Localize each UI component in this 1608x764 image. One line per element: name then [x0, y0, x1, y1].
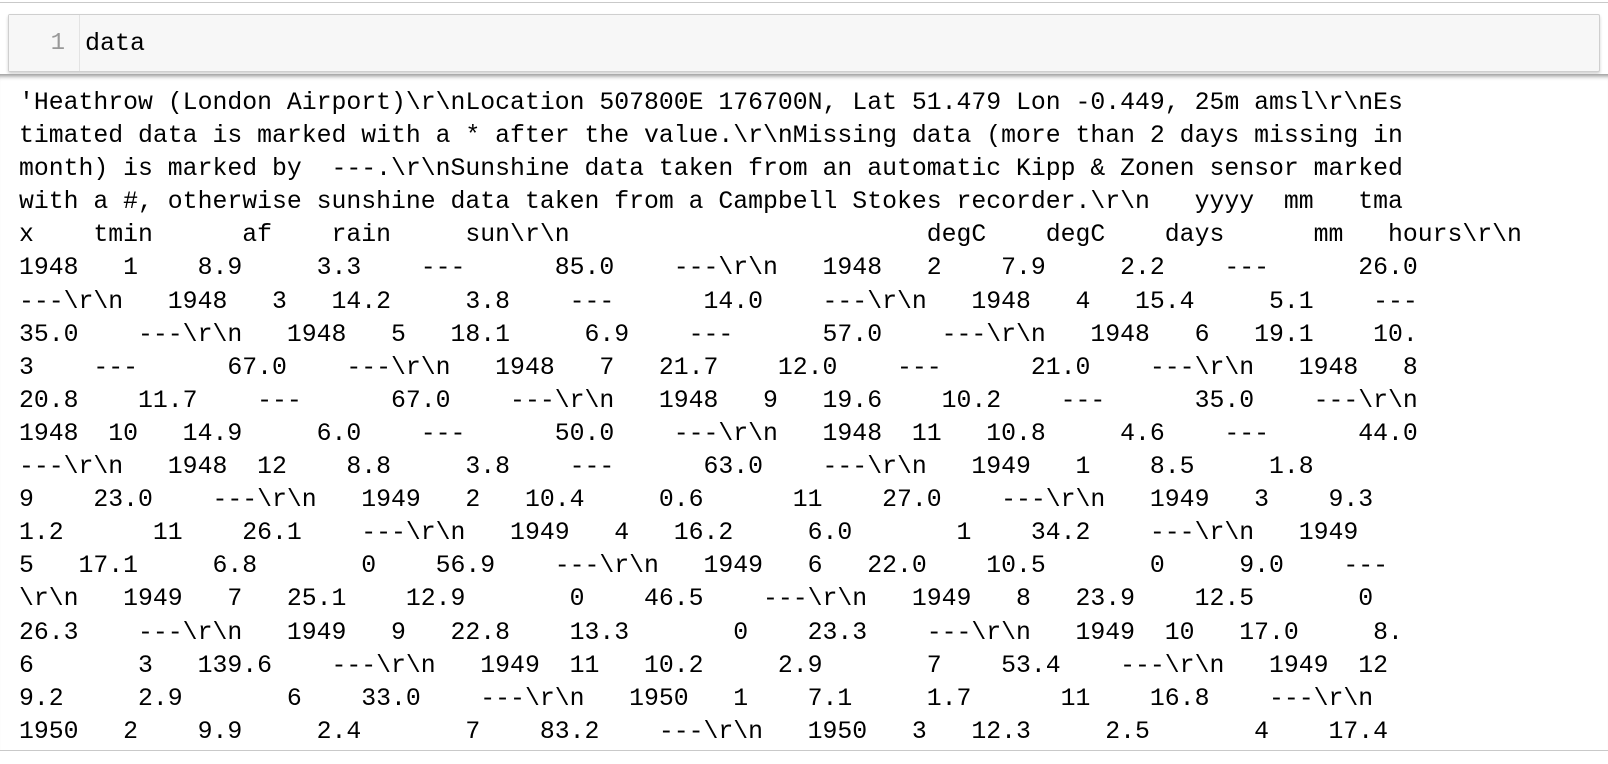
output-line: with a #, otherwise sunshine data taken … — [19, 188, 1403, 217]
output-line: 1948 10 14.9 6.0 --- 50.0 ---\r\n 1948 1… — [19, 419, 1418, 448]
output-line: 35.0 ---\r\n 1948 5 18.1 6.9 --- 57.0 --… — [19, 320, 1418, 349]
output-line: x tmin af rain sun\r\n degC degC days mm… — [19, 221, 1522, 250]
output-line: 6 3 139.6 ---\r\n 1949 11 10.2 2.9 7 53.… — [19, 651, 1389, 680]
output-text: 'Heathrow (London Airport)\r\nLocation 5… — [19, 87, 1579, 749]
output-line: 5 17.1 6.8 0 56.9 ---\r\n 1949 6 22.0 10… — [19, 552, 1389, 581]
output-line: 9.2 2.9 6 33.0 ---\r\n 1950 1 7.1 1.7 11… — [19, 684, 1374, 713]
bottom-divider — [0, 750, 1608, 764]
output-line: month) is marked by ---.\r\nSunshine dat… — [19, 155, 1403, 184]
top-divider — [0, 2, 1608, 3]
output-line: 3 --- 67.0 ---\r\n 1948 7 21.7 12.0 --- … — [19, 353, 1418, 382]
line-number-gutter: 1 — [9, 15, 80, 71]
cell-output-area[interactable]: 'Heathrow (London Airport)\r\nLocation 5… — [0, 74, 1608, 754]
output-line: 1950 2 9.9 2.4 7 83.2 ---\r\n 1950 3 12.… — [19, 717, 1389, 746]
output-line: 1.2 11 26.1 ---\r\n 1949 4 16.2 6.0 1 34… — [19, 519, 1359, 548]
output-line: 1948 1 8.9 3.3 --- 85.0 ---\r\n 1948 2 7… — [19, 254, 1418, 283]
output-line: timated data is marked with a * after th… — [19, 122, 1403, 151]
output-line: ---\r\n 1948 12 8.8 3.8 --- 63.0 ---\r\n… — [19, 453, 1314, 482]
output-line: 9 23.0 ---\r\n 1949 2 10.4 0.6 11 27.0 -… — [19, 486, 1374, 515]
line-number: 1 — [50, 30, 65, 57]
output-line: ---\r\n 1948 3 14.2 3.8 --- 14.0 ---\r\n… — [19, 287, 1418, 316]
output-line: 20.8 11.7 --- 67.0 ---\r\n 1948 9 19.6 1… — [19, 386, 1418, 415]
code-line[interactable]: data — [85, 29, 146, 58]
output-line: \r\n 1949 7 25.1 12.9 0 46.5 ---\r\n 194… — [19, 585, 1374, 614]
output-line: 'Heathrow (London Airport)\r\nLocation 5… — [19, 89, 1403, 117]
code-input-cell[interactable]: 1 data — [8, 14, 1600, 72]
output-line: 26.3 ---\r\n 1949 9 22.8 13.3 0 23.3 ---… — [19, 618, 1403, 647]
